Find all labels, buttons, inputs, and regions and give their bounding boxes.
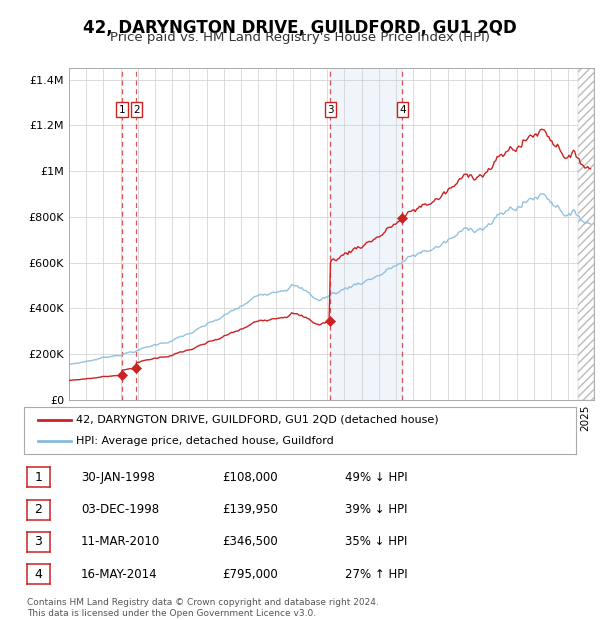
Text: 1: 1: [119, 105, 125, 115]
Text: Contains HM Land Registry data © Crown copyright and database right 2024.
This d: Contains HM Land Registry data © Crown c…: [27, 598, 379, 618]
Text: 4: 4: [399, 105, 406, 115]
Text: 2: 2: [34, 503, 43, 516]
Text: 3: 3: [327, 105, 334, 115]
Text: HPI: Average price, detached house, Guildford: HPI: Average price, detached house, Guil…: [76, 436, 334, 446]
Text: 03-DEC-1998: 03-DEC-1998: [81, 503, 159, 516]
Text: 2: 2: [133, 105, 140, 115]
Text: Price paid vs. HM Land Registry's House Price Index (HPI): Price paid vs. HM Land Registry's House …: [110, 31, 490, 44]
Text: 35% ↓ HPI: 35% ↓ HPI: [345, 536, 407, 548]
Text: £139,950: £139,950: [222, 503, 278, 516]
Text: 3: 3: [34, 536, 43, 548]
Text: 49% ↓ HPI: 49% ↓ HPI: [345, 471, 407, 484]
Bar: [578, 68, 594, 400]
Text: £346,500: £346,500: [222, 536, 278, 548]
Text: 4: 4: [34, 568, 43, 580]
Text: 11-MAR-2010: 11-MAR-2010: [81, 536, 160, 548]
Text: 39% ↓ HPI: 39% ↓ HPI: [345, 503, 407, 516]
Text: 16-MAY-2014: 16-MAY-2014: [81, 568, 158, 580]
Bar: [331, 68, 403, 400]
Text: 27% ↑ HPI: 27% ↑ HPI: [345, 568, 407, 580]
Text: £795,000: £795,000: [222, 568, 278, 580]
Text: 30-JAN-1998: 30-JAN-1998: [81, 471, 155, 484]
Text: 1: 1: [34, 471, 43, 484]
Text: 42, DARYNGTON DRIVE, GUILDFORD, GU1 2QD: 42, DARYNGTON DRIVE, GUILDFORD, GU1 2QD: [83, 19, 517, 37]
Text: £108,000: £108,000: [222, 471, 278, 484]
Text: 42, DARYNGTON DRIVE, GUILDFORD, GU1 2QD (detached house): 42, DARYNGTON DRIVE, GUILDFORD, GU1 2QD …: [76, 415, 439, 425]
